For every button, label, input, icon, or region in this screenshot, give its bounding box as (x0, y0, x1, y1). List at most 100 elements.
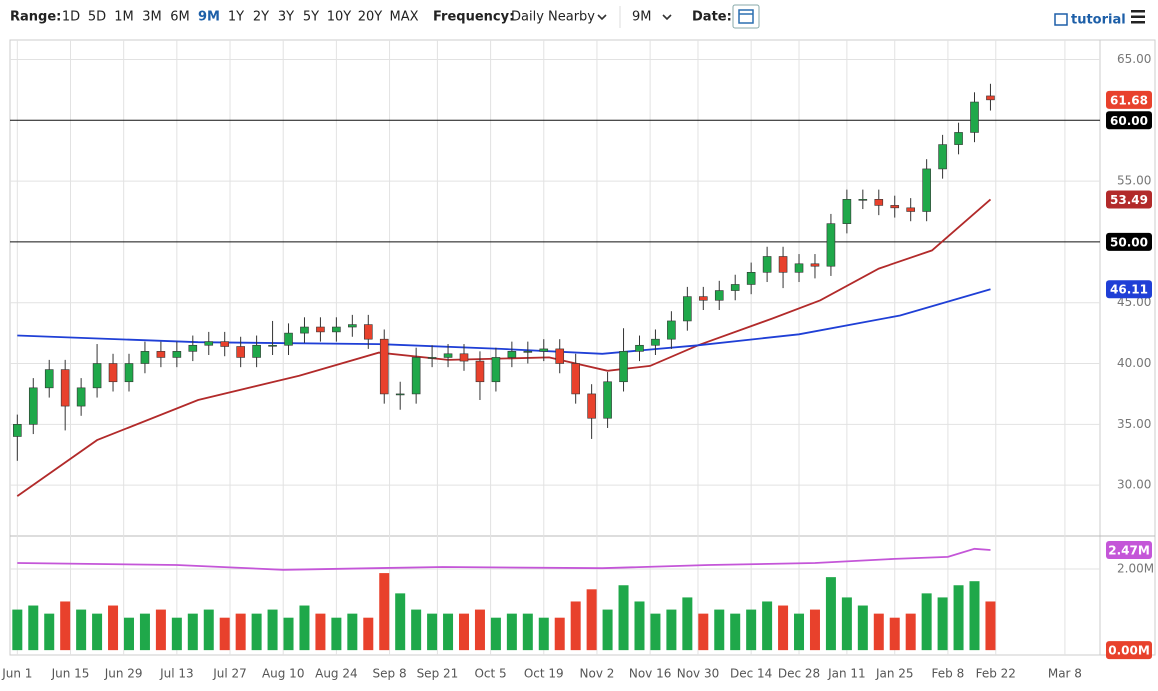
candle-body (188, 344, 198, 352)
frequency-label: Frequency: (433, 10, 514, 25)
volume-bar (794, 613, 805, 651)
range-button[interactable]: 9M (198, 10, 220, 25)
x-tick-label: Oct 5 (474, 667, 506, 681)
x-tick-label: Mar 8 (1048, 667, 1082, 681)
candle-body (236, 346, 245, 358)
volume-bar (634, 601, 645, 651)
candle-body (794, 263, 804, 273)
candle-body (635, 344, 644, 352)
volume-bar (905, 613, 916, 651)
range-button[interactable]: 2Y (253, 10, 269, 25)
volume-bar (347, 613, 358, 651)
volume-bar (108, 605, 119, 651)
volume-bar (411, 609, 422, 651)
x-tick-label: Jun 15 (51, 667, 90, 681)
volume-bar (538, 617, 549, 651)
range-button[interactable]: 1D (62, 10, 80, 25)
candle-body (92, 363, 102, 389)
range-button[interactable]: 20Y (358, 10, 383, 25)
volume-bar (937, 597, 948, 651)
range-button[interactable]: 3Y (278, 10, 294, 25)
x-tick-label: Jun 29 (104, 667, 143, 681)
chevron[interactable] (597, 14, 607, 21)
chevron[interactable] (662, 14, 672, 21)
candle-body (204, 341, 214, 346)
x-tick-label: Aug 10 (262, 667, 305, 681)
candle-body (826, 223, 836, 267)
candle-body (890, 205, 900, 209)
y-tick-label: 45.00 (1117, 295, 1151, 309)
volume-bar (315, 613, 326, 651)
candle-body (842, 199, 852, 224)
candle-body (587, 393, 596, 419)
last-price-label-box (1106, 90, 1152, 109)
x-tick-label: Sep 8 (373, 667, 407, 681)
volume-bar (730, 613, 741, 651)
volume-bar (889, 617, 900, 651)
range-button[interactable]: 5D (88, 10, 106, 25)
volume-bar (746, 609, 757, 651)
volume-bar (443, 613, 454, 651)
menu-bar (1131, 15, 1145, 18)
candle-body (76, 387, 86, 407)
menu-bar (1131, 21, 1145, 24)
candle-body (300, 326, 309, 334)
range-button[interactable]: 1Y (228, 10, 244, 25)
volume-bar (714, 609, 725, 651)
volume-bar (235, 613, 246, 651)
volume-bar (666, 609, 677, 651)
x-tick-label: Nov 16 (629, 667, 672, 681)
volume-bar (650, 613, 661, 651)
volume-bar (171, 617, 182, 651)
volume-bar (682, 597, 693, 651)
tutorial-link[interactable]: tutorial (1071, 13, 1126, 28)
volume-bar (873, 613, 884, 651)
candle-body (459, 353, 469, 362)
volume-bar (602, 609, 613, 651)
x-tick-label: Dec 28 (778, 667, 820, 681)
candle-body (970, 101, 979, 133)
volume-bar (857, 605, 868, 651)
candle-body (810, 263, 820, 267)
volume-bar (698, 613, 709, 651)
volume-bar (187, 613, 198, 651)
range-button[interactable]: 1M (114, 10, 134, 25)
period-select[interactable]: 9M (632, 10, 652, 25)
last-value-label-box (1106, 280, 1152, 299)
range-button[interactable]: 3M (142, 10, 162, 25)
volume-bar (395, 593, 406, 651)
range-button[interactable]: 5Y (303, 10, 319, 25)
candle-body (922, 168, 931, 212)
candle-body (475, 360, 485, 383)
x-tick-label: Nov 30 (677, 667, 720, 681)
volume-bar (809, 609, 820, 651)
volume-bar (490, 617, 501, 651)
candle-body (699, 296, 708, 301)
range-button[interactable]: 6M (170, 10, 190, 25)
tutorial-icon[interactable] (1054, 13, 1068, 26)
y-tick-label: 65.00 (1117, 52, 1151, 66)
range-button[interactable]: 10Y (327, 10, 352, 25)
frequency-select[interactable]: Daily Nearby (511, 10, 595, 25)
calendar-icon (738, 9, 754, 24)
menu-button[interactable] (1131, 10, 1145, 24)
candle-body (60, 369, 70, 407)
volume-bar (283, 617, 294, 651)
range-button[interactable]: MAX (389, 10, 418, 25)
candle-body (667, 320, 676, 340)
level-label: 50.00 (1110, 235, 1148, 249)
volume-bar (44, 613, 55, 651)
moving-average (17, 547, 991, 571)
candle-body (491, 357, 501, 383)
candle-body (555, 348, 565, 364)
volume-bar (139, 613, 150, 651)
candle-body (746, 271, 756, 285)
range-label: Range: (10, 10, 61, 25)
y-tick-label: 40.00 (1117, 356, 1151, 370)
candle-body (332, 326, 341, 333)
candle-body (683, 296, 692, 322)
volume-bar (155, 609, 166, 651)
candle-body (363, 324, 373, 340)
calendar-button[interactable] (732, 4, 760, 29)
